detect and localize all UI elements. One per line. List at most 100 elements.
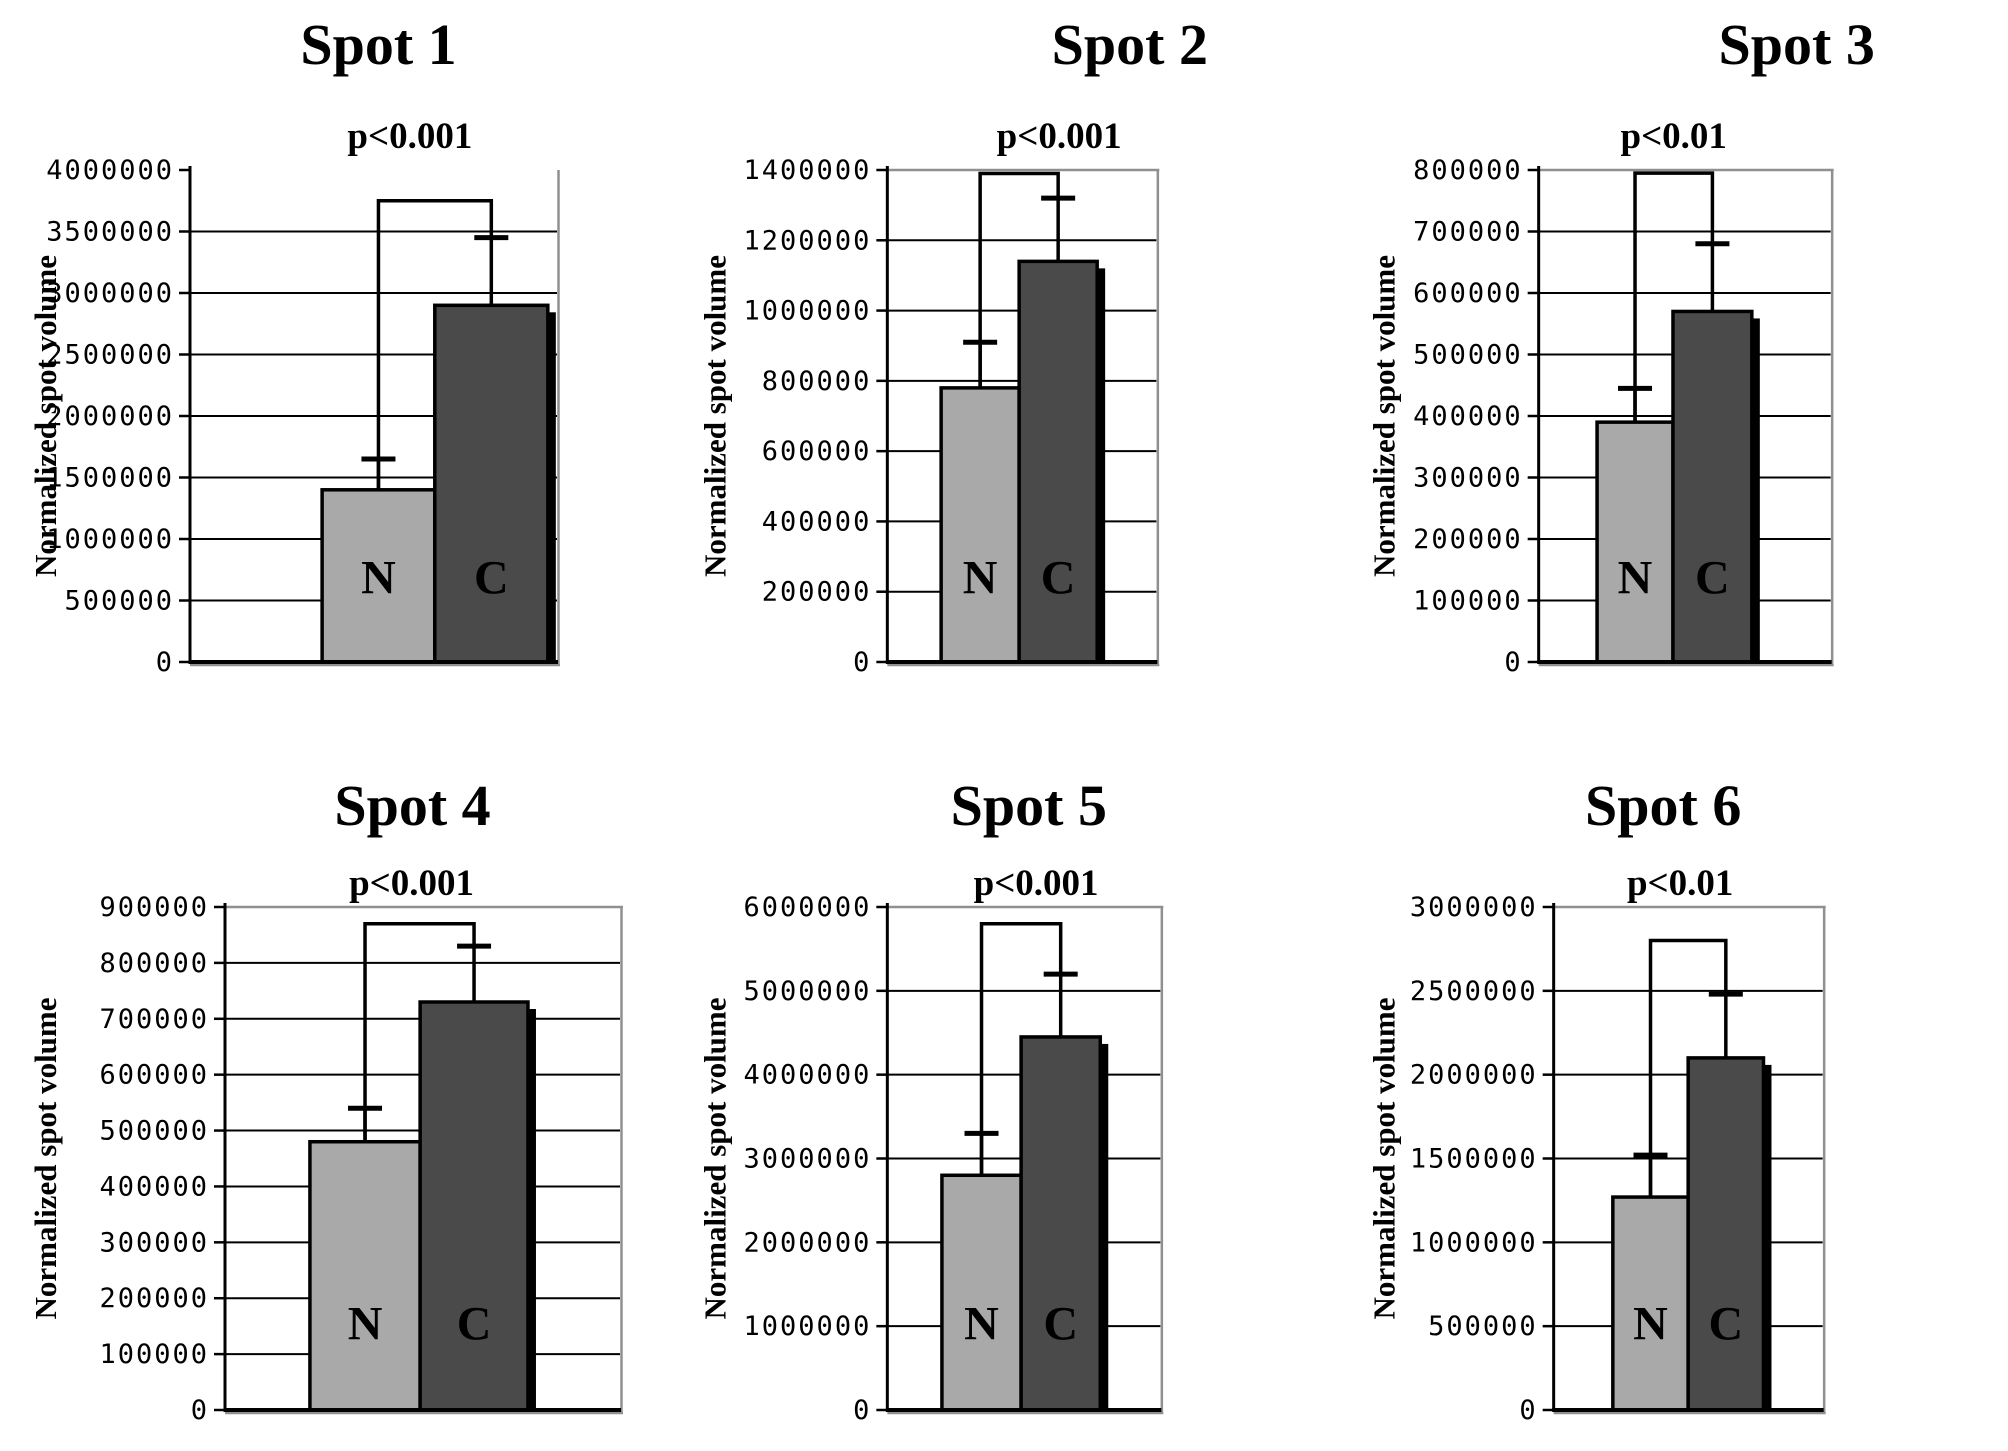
bar-c-shadow — [528, 1009, 536, 1410]
significance-bracket — [376, 199, 494, 490]
y-tick-label: 0 — [853, 647, 871, 678]
bar-c — [1019, 1035, 1103, 1412]
bar-c-shadow — [1764, 1064, 1772, 1410]
y-tick-label: 800000 — [99, 948, 209, 979]
y-tick-label: 1200000 — [744, 225, 872, 256]
y-tick-label: 4000000 — [744, 1060, 872, 1091]
y-tick-label: 800000 — [1413, 155, 1523, 186]
significance-bracket — [979, 922, 1063, 1176]
y-tick-label: 500000 — [1428, 1311, 1538, 1342]
y-tick-label: 2500000 — [1410, 976, 1538, 1007]
y-tick-label: 500000 — [64, 586, 174, 617]
bar-label-n: N — [361, 551, 396, 604]
y-tick-label: 500000 — [1413, 340, 1523, 371]
y-tick-label: 700000 — [1413, 217, 1523, 248]
bar-c — [433, 303, 550, 664]
bar-label-n: N — [348, 1297, 383, 1350]
p-value-label: p<0.001 — [974, 863, 1099, 904]
p-value-label: p<0.001 — [347, 116, 472, 157]
chart-panel-spot-1: 0 500000 1000000 1500000 2000000 2500000 30000… — [28, 12, 560, 678]
bar-label-c: C — [1708, 1297, 1743, 1350]
y-tick-label: 900000 — [99, 892, 209, 923]
y-tick-label: 1400000 — [744, 155, 872, 186]
chart-panel-spot-6: 0 500000 1000000 1500000 2000000 2500000 30000… — [1367, 773, 1826, 1426]
y-tick-label: 0 — [156, 647, 174, 678]
bar-label-c: C — [474, 551, 509, 604]
y-tick-label: 3500000 — [46, 217, 174, 248]
y-axis-title: Normalized spot volume — [28, 255, 63, 577]
y-axis-title: Normalized spot volume — [28, 997, 63, 1319]
y-tick-label: 3000000 — [46, 278, 174, 309]
y-tick-label: 600000 — [1413, 278, 1523, 309]
y-tick-label: 1000000 — [744, 1311, 872, 1342]
bar-c — [1671, 309, 1754, 664]
y-axis-title: Normalized spot volume — [697, 255, 732, 577]
y-axis-title: Normalized spot volume — [1367, 997, 1402, 1319]
y-tick-label: 1000000 — [744, 296, 872, 327]
y-tick-label: 5000000 — [744, 976, 872, 1007]
bar-label-c: C — [1695, 551, 1730, 604]
y-tick-label: 300000 — [99, 1227, 209, 1258]
chart-title: Spot 4 — [334, 773, 490, 838]
significance-bracket — [978, 171, 1060, 388]
bar-n — [940, 1173, 1023, 1412]
p-value-label: p<0.01 — [1621, 116, 1727, 157]
y-tick-label: 500000 — [99, 1116, 209, 1147]
bar-label-n: N — [1633, 1297, 1668, 1350]
y-tick-label: 100000 — [1413, 586, 1523, 617]
chart-panel-spot-4: 0 100000 200000 300000 400000 500000 600000 700… — [28, 773, 623, 1426]
bar-c-shadow — [1101, 1043, 1109, 1410]
chart-title: Spot 2 — [1052, 12, 1208, 77]
y-tick-label: 600000 — [99, 1060, 209, 1091]
y-tick-label: 0 — [1504, 647, 1522, 678]
y-tick-label: 6000000 — [744, 892, 872, 923]
bar-c-shadow — [548, 312, 556, 662]
y-tick-label: 2000000 — [744, 1227, 872, 1258]
bar-label-c: C — [1043, 1297, 1078, 1350]
y-tick-label: 1500000 — [1410, 1144, 1538, 1175]
chart-title: Spot 5 — [951, 773, 1107, 838]
p-value-label: p<0.001 — [349, 863, 474, 904]
y-tick-label: 1000000 — [46, 524, 174, 555]
bar-label-n: N — [1618, 551, 1653, 604]
y-tick-label: 4000000 — [46, 155, 174, 186]
y-tick-label: 2000000 — [1410, 1060, 1538, 1091]
y-tick-label: 300000 — [1413, 463, 1523, 494]
y-tick-label: 400000 — [99, 1171, 209, 1202]
y-tick-label: 800000 — [762, 366, 872, 397]
y-tick-label: 200000 — [762, 577, 872, 608]
chart-panel-spot-5: 0 1000000 2000000 3000000 4000000 5000000 6000… — [697, 773, 1164, 1426]
chart-panel-spot-2: 0 200000 400000 600000 800000 1000000 1200000 1… — [697, 12, 1208, 678]
y-tick-label: 2500000 — [46, 340, 174, 371]
significance-bracket — [1633, 171, 1715, 423]
significance-bracket — [363, 922, 476, 1142]
y-tick-label: 400000 — [1413, 401, 1523, 432]
bar-c — [1017, 259, 1099, 664]
bar-n — [308, 1139, 422, 1412]
y-tick-label: 0 — [853, 1395, 871, 1426]
p-value-label: p<0.001 — [997, 116, 1122, 157]
bar-label-c: C — [457, 1297, 492, 1350]
chart-title: Spot 6 — [1585, 773, 1741, 838]
bar-label-n: N — [963, 551, 998, 604]
y-tick-label: 2000000 — [46, 401, 174, 432]
y-tick-label: 100000 — [99, 1339, 209, 1370]
y-tick-label: 3000000 — [744, 1144, 872, 1175]
bar-n — [320, 488, 437, 664]
y-axis-title: Normalized spot volume — [1367, 255, 1402, 577]
bar-c-shadow — [1098, 268, 1106, 662]
bar-c — [1686, 1056, 1766, 1412]
y-tick-label: 1000000 — [1410, 1227, 1538, 1258]
y-axis-title: Normalized spot volume — [697, 997, 732, 1319]
bar-n — [1595, 420, 1675, 664]
y-tick-label: 3000000 — [1410, 892, 1538, 923]
y-tick-label: 0 — [1519, 1395, 1537, 1426]
chart-title: Spot 3 — [1719, 12, 1875, 77]
y-tick-label: 700000 — [99, 1004, 209, 1035]
y-tick-label: 200000 — [1413, 524, 1523, 555]
bar-label-n: N — [964, 1297, 999, 1350]
y-tick-label: 200000 — [99, 1283, 209, 1314]
bar-c-shadow — [1752, 318, 1760, 662]
